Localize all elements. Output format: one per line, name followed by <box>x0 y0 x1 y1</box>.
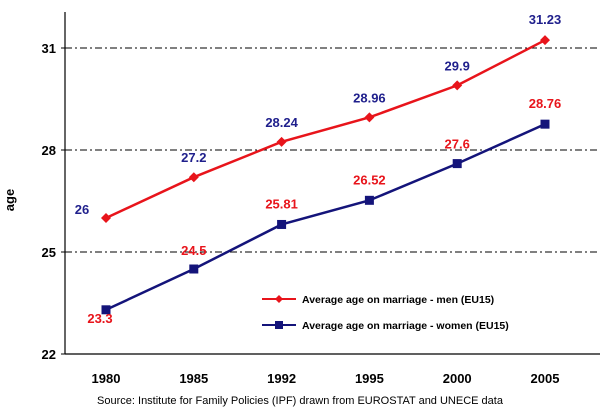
series-group <box>101 35 550 315</box>
data-label: 26.52 <box>353 172 386 187</box>
y-tick-label: 28 <box>42 143 56 158</box>
y-tick-label: 25 <box>42 245 56 260</box>
data-point <box>540 119 550 129</box>
data-point <box>101 305 111 315</box>
grid-lines <box>65 47 600 253</box>
data-label: 28.76 <box>529 96 562 111</box>
data-label: 26 <box>75 202 89 217</box>
data-point <box>364 195 374 205</box>
legend-label: Average age on marriage - women (EU15) <box>302 320 509 332</box>
data-point <box>364 112 375 123</box>
data-point <box>101 213 111 223</box>
data-point <box>452 80 463 91</box>
legend-marker <box>275 321 283 329</box>
data-point <box>277 219 287 229</box>
x-tick-label: 2000 <box>443 371 472 386</box>
y-tick-labels: 22 25 28 31 <box>42 41 65 362</box>
data-point <box>188 172 199 183</box>
x-tick-label: 2005 <box>531 371 560 386</box>
series-line <box>105 39 546 220</box>
legend-label: Average age on marriage - men (EU15) <box>302 294 494 306</box>
axes <box>64 12 600 355</box>
legend: Average age on marriage - men (EU15) Aver… <box>262 294 509 332</box>
x-tick-label: 1995 <box>355 371 384 386</box>
data-label: 28.24 <box>265 115 298 130</box>
data-point <box>276 136 287 147</box>
data-label: 29.9 <box>445 58 470 73</box>
x-tick-label: 1992 <box>267 371 296 386</box>
data-label: 27.6 <box>445 137 470 152</box>
data-point <box>452 159 462 169</box>
y-axis-label: age <box>2 189 17 211</box>
y-tick-label: 22 <box>42 347 56 362</box>
legend-marker <box>275 295 283 303</box>
data-point <box>540 35 550 46</box>
y-tick-label: 31 <box>42 41 56 56</box>
data-label: 24.5 <box>181 243 206 258</box>
x-tick-label: 1985 <box>179 371 208 386</box>
data-label: 25.81 <box>265 196 298 211</box>
series-line <box>105 123 546 311</box>
data-label: 31.23 <box>529 12 562 27</box>
data-label: 23.3 <box>87 311 112 326</box>
data-point <box>189 264 199 274</box>
data-label: 28.96 <box>353 90 386 105</box>
data-labels: 26 27.2 28.24 28.96 29.9 31.23 23.3 24.5 25.81 26… <box>75 12 562 326</box>
data-label: 27.2 <box>181 150 206 165</box>
x-tick-labels: 1980 1985 1992 1995 2000 2005 <box>92 371 560 386</box>
source-note: Source: Institute for Family Policies (I… <box>97 395 504 407</box>
x-tick-label: 1980 <box>92 371 121 386</box>
